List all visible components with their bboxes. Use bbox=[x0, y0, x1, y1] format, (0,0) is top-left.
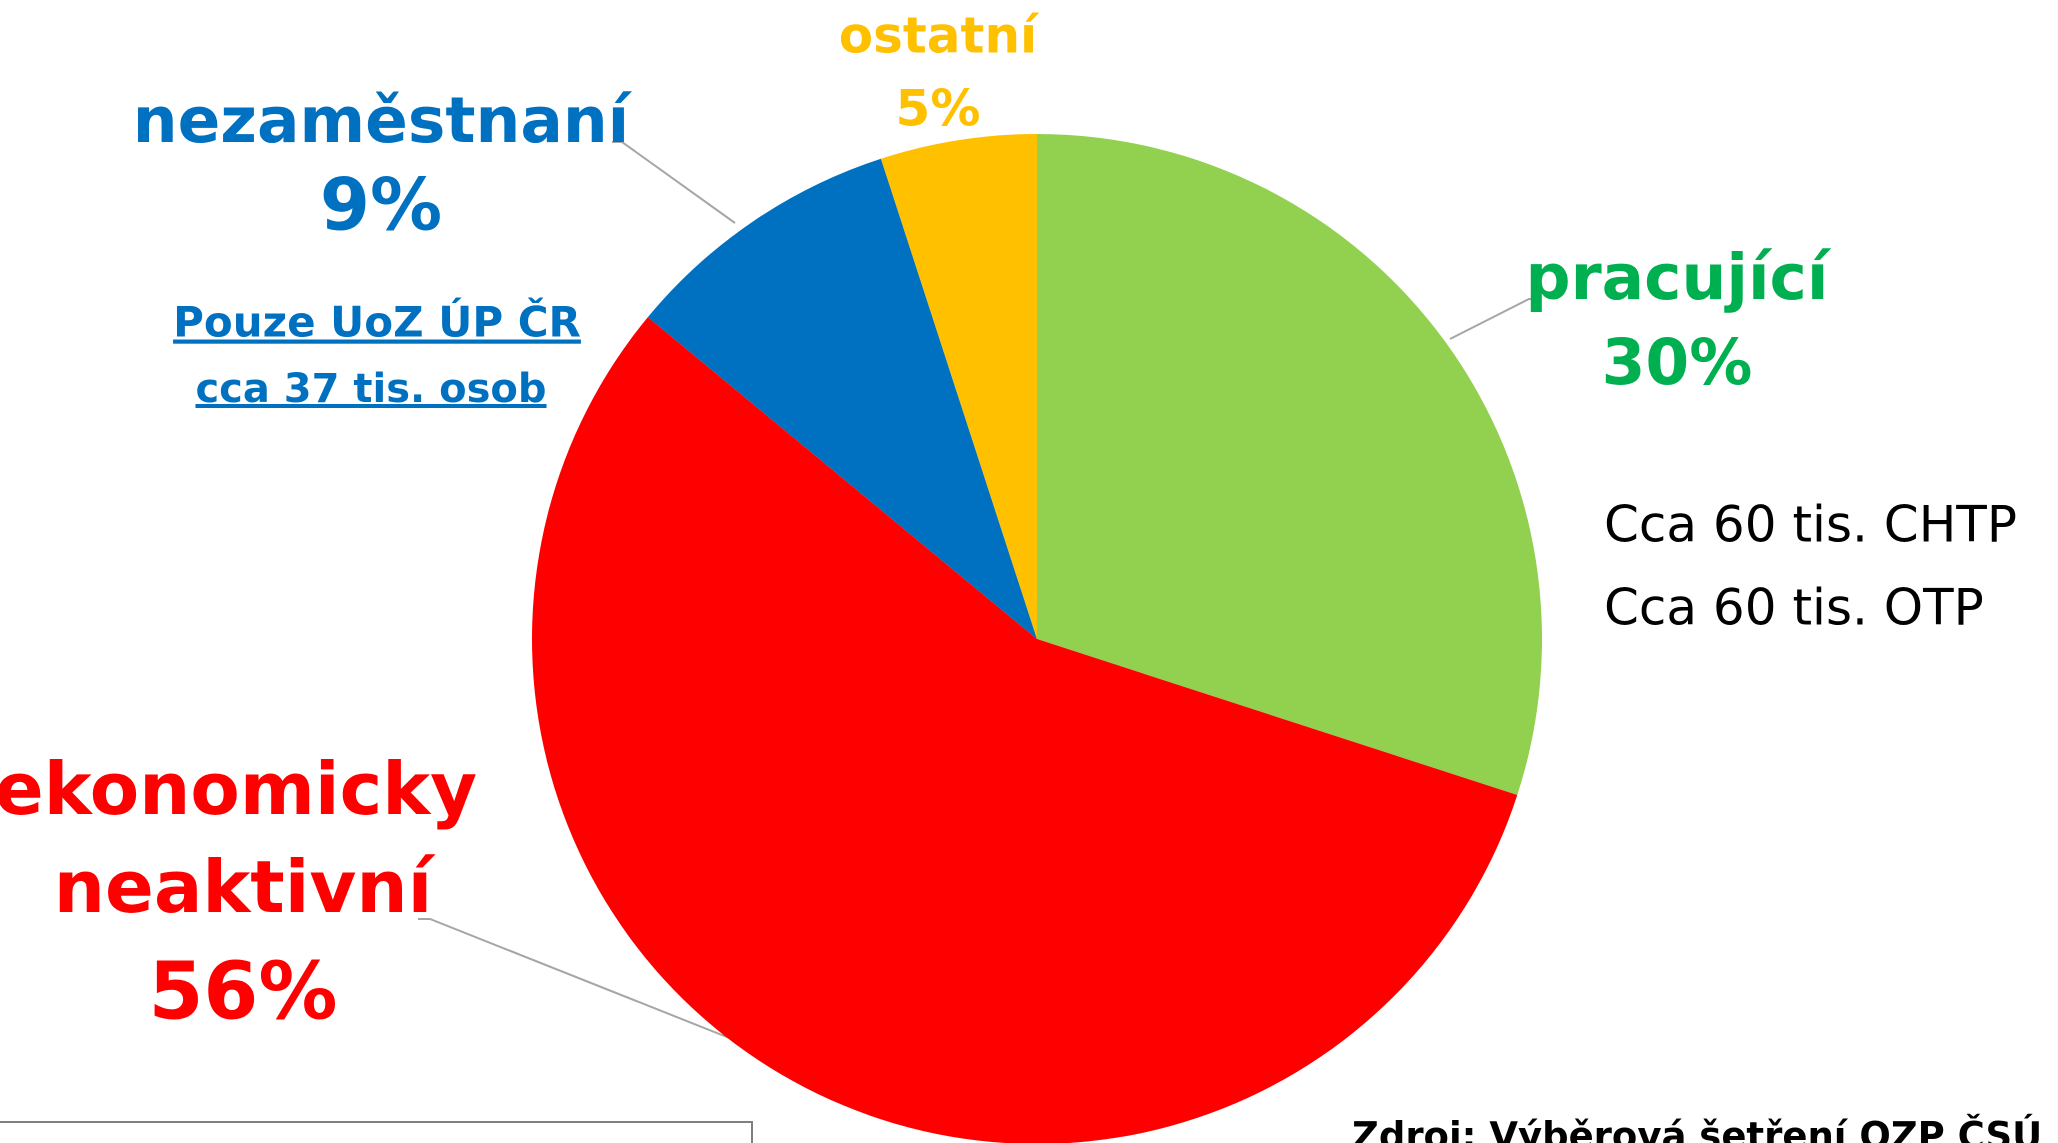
annotation: Cca 60 tis. OTP bbox=[1604, 579, 1984, 637]
category-label: ostatní bbox=[839, 7, 1040, 65]
category-label: ekonomicky neaktivní bbox=[0, 747, 477, 929]
pie-slice bbox=[647, 158, 1037, 639]
annotation: cca 37 tis. osob bbox=[195, 366, 546, 412]
category-label: pracující bbox=[1525, 241, 1831, 314]
value-label: 9% bbox=[320, 163, 442, 247]
value-label: 30% bbox=[1602, 326, 1753, 399]
pie-slice bbox=[1037, 134, 1542, 796]
leader-line bbox=[612, 141, 736, 224]
annotation: Cca 60 tis. CHTP bbox=[1604, 496, 2017, 554]
leader-line bbox=[1449, 298, 1540, 340]
category-label: nezaměstnaní bbox=[133, 84, 633, 157]
pie bbox=[532, 134, 1542, 1143]
leader-lines bbox=[418, 141, 1540, 1044]
source: Zdroj: Výběrová šetření OZP ČSÚ bbox=[1352, 1114, 2042, 1143]
pie-slice bbox=[880, 134, 1037, 639]
annotation: Pouze UoZ ÚP ČR bbox=[173, 297, 581, 347]
leader-line bbox=[418, 918, 743, 1044]
value-label: 56% bbox=[148, 945, 337, 1037]
pie-slice bbox=[532, 317, 1518, 1143]
value-label: 5% bbox=[896, 80, 981, 138]
text-box bbox=[0, 1121, 753, 1143]
